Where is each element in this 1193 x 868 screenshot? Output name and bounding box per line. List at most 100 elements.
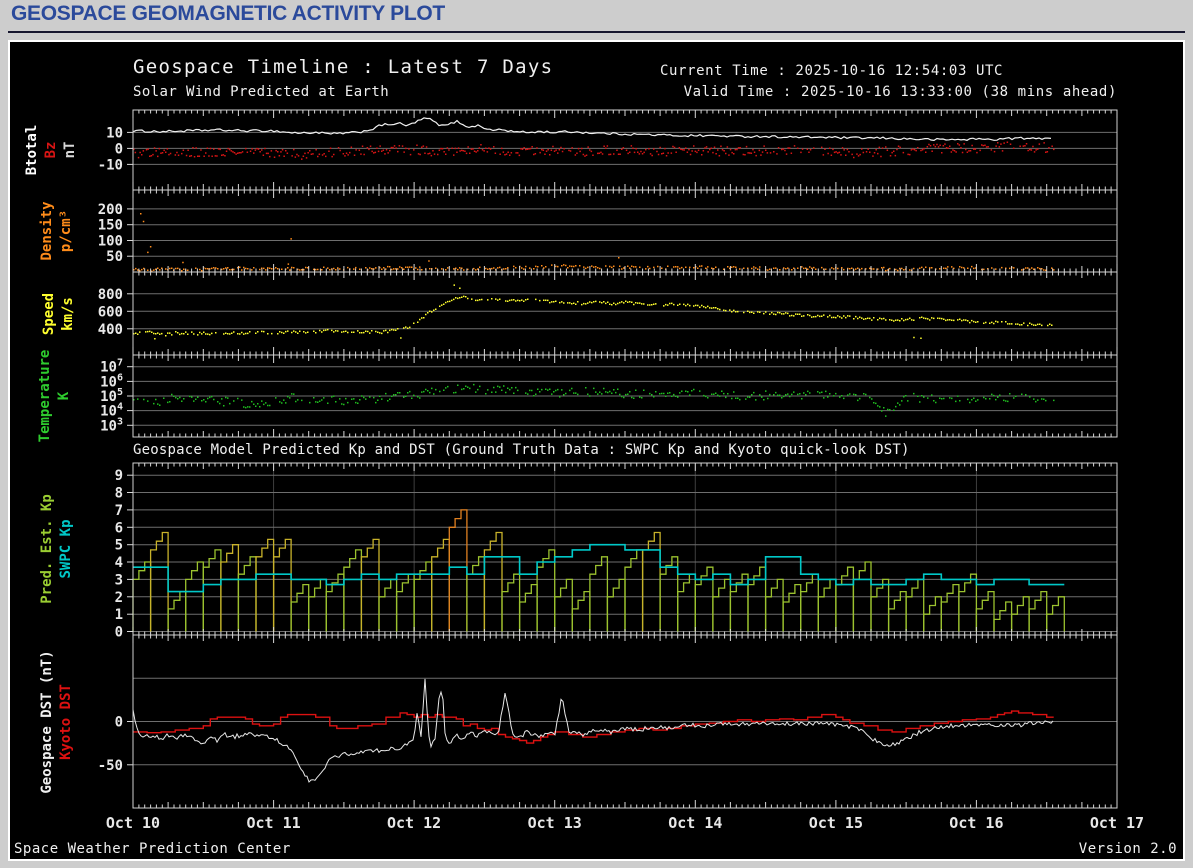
page-title: GEOSPACE GEOMAGNETIC ACTIVITY PLOT [11, 2, 445, 25]
bfield-axis-label-bz: Bz [43, 141, 59, 159]
valid-time-label: Valid Time : 2025-10-16 13:33:00 (38 min… [683, 84, 1117, 100]
series-pred-est-kp-bar [747, 566, 767, 632]
solar-wind-subtitle: Solar Wind Predicted at Earth [133, 84, 390, 100]
series-pred-est-kp-bar [237, 556, 257, 632]
series-pred-est-kp-bar [729, 573, 749, 632]
kp-ytick-label: 4 [115, 555, 123, 571]
bfield-axis-label-btotal: Btotal [24, 124, 40, 176]
series-pred-est-kp-bar [694, 566, 714, 632]
bfield-ytick-label: -10 [98, 157, 123, 173]
kp-ytick-label: 2 [115, 590, 123, 606]
kp-ytick-label: 7 [115, 503, 123, 519]
series-pred-est-kp-bar [975, 590, 995, 632]
density-ytick-label: 100 [98, 234, 123, 250]
density-ytick-label: 150 [98, 218, 123, 234]
kp-axis-label-swpc-kp: SWPC Kp [58, 519, 74, 579]
series-density [133, 264, 1055, 272]
series-pred-est-kp-bar [272, 538, 292, 632]
kp-ytick-label: 1 [115, 607, 123, 623]
series-pred-est-kp-bar [255, 538, 275, 632]
x-axis-label-3: Oct 13 [528, 814, 582, 832]
density-ytick-label: 200 [98, 202, 123, 218]
plot-panel: 10 0 -10 200 150 100 50 800 600 400 107 106 105 104 10… [8, 40, 1185, 861]
series-pred-est-kp-bar [589, 556, 609, 632]
density-tick-strip [132, 190, 1118, 272]
temperature-tick-strip [132, 355, 1118, 437]
series-speed [133, 295, 1053, 337]
series-pred-est-kp-bar [641, 531, 661, 632]
bfield-frame [132, 109, 1118, 191]
series-pred-est-kp-bar [501, 573, 521, 632]
series-pred-est-kp-bar [360, 538, 380, 632]
series-pred-est-kp-bar [870, 578, 890, 632]
series-pred-est-kp-bar [1010, 596, 1030, 632]
density-axis-label-density: Density [39, 201, 55, 261]
speed-frame [132, 271, 1118, 356]
temperature-ytick-label: 103 [100, 416, 123, 434]
bfield-ytick-label: 10 [106, 125, 123, 141]
series-pred-est-kp-bar [887, 590, 907, 632]
series-pred-est-kp-bar [764, 578, 784, 632]
footer-swpc-label: Space Weather Prediction Center [14, 841, 291, 857]
series-pred-est-kp-bar [677, 573, 696, 632]
kp-dst-section-title: Geospace Model Predicted Kp and DST (Gro… [133, 442, 910, 458]
series-pred-est-kp-bar [536, 549, 556, 632]
density-ytick-label: 50 [106, 249, 123, 265]
series-pred-est-kp-bar [993, 601, 1013, 632]
series-swpc-kp [133, 543, 1065, 593]
dst-tick-strip [132, 635, 1118, 808]
dst-axis-label-geospace-dst-nt-: Geospace DST (nT) [39, 649, 55, 794]
series-bz [133, 141, 1055, 160]
series-pred-est-kp-bar [220, 544, 240, 632]
series-pred-est-kp-bar [817, 578, 837, 632]
speed-axis-label-km-s: km/s [60, 296, 76, 331]
series-geospace-dst [132, 678, 1054, 783]
series-pred-est-kp-bar [185, 561, 204, 632]
speed-axis-label-speed: Speed [41, 292, 57, 335]
x-axis-label-4: Oct 14 [668, 814, 722, 832]
series-pred-est-kp-bar [518, 583, 538, 632]
series-pred-est-kp-bar [606, 578, 626, 632]
series-pred-est-kp-bar [395, 573, 415, 632]
series-pred-est-kp-bar [1028, 590, 1048, 632]
series-pred-est-kp-bar [940, 583, 960, 632]
current-time-label: Current Time : 2025-10-16 12:54:03 UTC [660, 63, 1004, 79]
series-pred-est-kp-bar [132, 561, 152, 632]
x-axis-label-5: Oct 15 [809, 814, 863, 832]
bfield-tick-strip [132, 110, 1118, 190]
series-pred-est-kp-bar [712, 578, 732, 632]
density-axis-label-p-cm-: p/cm³ [58, 209, 74, 253]
series-pred-est-kp-bar [466, 556, 486, 632]
series-pred-est-kp-bar [782, 583, 802, 632]
series-pred-est-kp-bar [923, 596, 942, 632]
bfield-axis-label-nt: nT [62, 141, 78, 159]
series-pred-est-kp-bar [167, 590, 187, 632]
speed-ytick-label: 400 [98, 322, 123, 338]
series-kyoto-dst [133, 710, 1054, 744]
series-pred-est-kp-bar [431, 538, 450, 632]
series-pred-est-kp-bar [958, 573, 978, 632]
x-axis-label-1: Oct 11 [247, 814, 301, 832]
series-pred-est-kp-bar [1046, 596, 1065, 632]
geospace-timeline-chart: 100-102001501005080060040010710610510410… [98, 109, 1144, 832]
series-pred-est-kp-bar [149, 531, 169, 632]
kp-ytick-label: 5 [115, 538, 123, 554]
series-pred-est-kp-bar [483, 531, 503, 632]
kp-tick-strip [132, 463, 1118, 635]
series-pred-est-kp-bar [202, 549, 222, 632]
plot-title: Geospace Timeline : Latest 7 Days [133, 56, 554, 78]
series-pred-est-kp-bar [800, 573, 819, 632]
temperature-axis-label-temperature: Temperature [37, 349, 53, 443]
series-pred-est-kp-bar [343, 549, 363, 632]
dst-axis-label-kyoto-dst: Kyoto DST [58, 683, 74, 760]
series-pred-est-kp-bar [325, 573, 345, 632]
x-axis-label-7: Oct 17 [1090, 814, 1144, 832]
x-axis-label-0: Oct 10 [106, 814, 160, 832]
series-pred-est-kp-bar [290, 583, 310, 632]
series-pred-est-kp-bar [308, 578, 327, 632]
series-outliers [154, 284, 922, 340]
speed-ytick-label: 800 [98, 287, 123, 303]
density-frame [132, 189, 1118, 273]
x-axis-label-2: Oct 12 [387, 814, 441, 832]
